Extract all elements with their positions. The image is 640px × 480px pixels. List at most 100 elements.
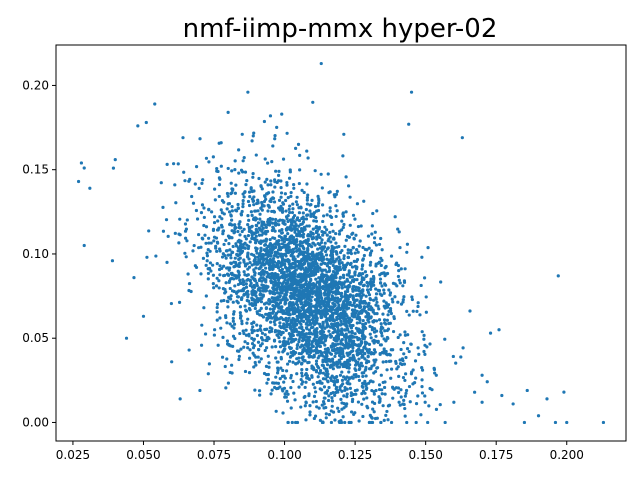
- scatter-point: [303, 228, 306, 231]
- scatter-point: [314, 390, 317, 393]
- scatter-point: [309, 347, 312, 350]
- scatter-point: [420, 385, 423, 388]
- scatter-point: [297, 143, 300, 146]
- scatter-point: [207, 372, 210, 375]
- scatter-point: [321, 354, 324, 357]
- scatter-point: [290, 406, 293, 409]
- scatter-point: [254, 241, 257, 244]
- scatter-point: [222, 252, 225, 255]
- scatter-point: [288, 262, 291, 265]
- scatter-point: [239, 281, 242, 284]
- scatter-point: [314, 415, 317, 418]
- scatter-point: [346, 354, 349, 357]
- scatter-point: [389, 309, 392, 312]
- scatter-point: [200, 182, 203, 185]
- scatter-point: [272, 257, 275, 260]
- scatter-point: [254, 304, 257, 307]
- scatter-point: [304, 266, 307, 269]
- scatter-point: [425, 295, 428, 298]
- scatter-point: [422, 350, 425, 353]
- scatter-point: [355, 278, 358, 281]
- scatter-point: [332, 237, 335, 240]
- scatter-point: [343, 254, 346, 257]
- scatter-point: [278, 281, 281, 284]
- scatter-point: [497, 328, 500, 331]
- scatter-point: [273, 134, 276, 137]
- scatter-point: [160, 181, 163, 184]
- scatter-point: [288, 211, 291, 214]
- scatter-point: [372, 308, 375, 311]
- scatter-point: [385, 368, 388, 371]
- scatter-point: [234, 192, 237, 195]
- scatter-point: [213, 328, 216, 331]
- scatter-point: [307, 339, 310, 342]
- scatter-point: [294, 147, 297, 150]
- scatter-point: [317, 381, 320, 384]
- scatter-point: [480, 374, 483, 377]
- scatter-point: [303, 191, 306, 194]
- scatter-point: [267, 361, 270, 364]
- scatter-point: [417, 346, 420, 349]
- scatter-point: [258, 360, 261, 363]
- scatter-point: [245, 179, 248, 182]
- scatter-point: [198, 187, 201, 190]
- scatter-point: [370, 365, 373, 368]
- scatter-point: [251, 176, 254, 179]
- scatter-point: [461, 346, 464, 349]
- scatter-point: [167, 235, 170, 238]
- scatter-point: [142, 315, 145, 318]
- scatter-point: [286, 232, 289, 235]
- scatter-point: [207, 272, 210, 275]
- x-tick-label: 0.050: [126, 448, 160, 462]
- scatter-point: [269, 114, 272, 117]
- scatter-point: [254, 246, 257, 249]
- scatter-point: [334, 290, 337, 293]
- scatter-point: [336, 190, 339, 193]
- scatter-point: [269, 179, 272, 182]
- scatter-point: [358, 272, 361, 275]
- scatter-point: [230, 272, 233, 275]
- scatter-point: [260, 280, 263, 283]
- scatter-point: [350, 233, 353, 236]
- scatter-point: [383, 321, 386, 324]
- scatter-point: [257, 355, 260, 358]
- scatter-point: [230, 169, 233, 172]
- scatter-point: [319, 306, 322, 309]
- scatter-point: [333, 246, 336, 249]
- scatter-point: [282, 309, 285, 312]
- scatter-point: [304, 404, 307, 407]
- scatter-point: [315, 289, 318, 292]
- scatter-point: [383, 305, 386, 308]
- scatter-point: [399, 281, 402, 284]
- scatter-point: [313, 395, 316, 398]
- scatter-point: [312, 287, 315, 290]
- y-tick-label: 0.15: [22, 163, 49, 177]
- scatter-point: [398, 279, 401, 282]
- scatter-point: [346, 251, 349, 254]
- scatter-point: [277, 350, 280, 353]
- scatter-point: [201, 237, 204, 240]
- scatter-point: [242, 329, 245, 332]
- scatter-point: [322, 214, 325, 217]
- scatter-point: [333, 195, 336, 198]
- scatter-point: [220, 299, 223, 302]
- scatter-point: [402, 298, 405, 301]
- scatter-point: [342, 223, 345, 226]
- scatter-point: [335, 318, 338, 321]
- scatter-point: [265, 192, 268, 195]
- scatter-point: [242, 283, 245, 286]
- scatter-point: [398, 230, 401, 233]
- scatter-point: [251, 236, 254, 239]
- scatter-point: [243, 305, 246, 308]
- scatter-point: [325, 321, 328, 324]
- scatter-point: [258, 254, 261, 257]
- scatter-point: [433, 371, 436, 374]
- scatter-point: [381, 248, 384, 251]
- scatter-point: [291, 241, 294, 244]
- scatter-point: [402, 402, 405, 405]
- scatter-point: [291, 280, 294, 283]
- scatter-point: [237, 172, 240, 175]
- scatter-point: [311, 101, 314, 104]
- scatter-point: [295, 200, 298, 203]
- scatter-point: [276, 334, 279, 337]
